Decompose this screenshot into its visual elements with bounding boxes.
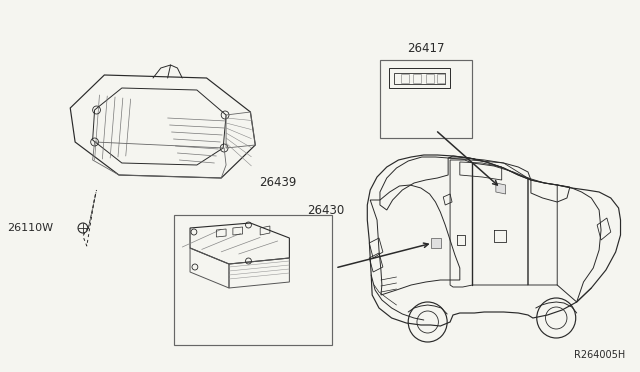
Polygon shape [496,183,506,194]
Text: 26430: 26430 [307,203,344,217]
Text: R264005H: R264005H [574,350,625,360]
Polygon shape [431,238,442,248]
Text: 26110W: 26110W [8,223,54,233]
Bar [175,215,332,345]
Text: 26417: 26417 [407,42,445,55]
Text: 26439: 26439 [259,176,296,189]
Bar [380,60,472,138]
